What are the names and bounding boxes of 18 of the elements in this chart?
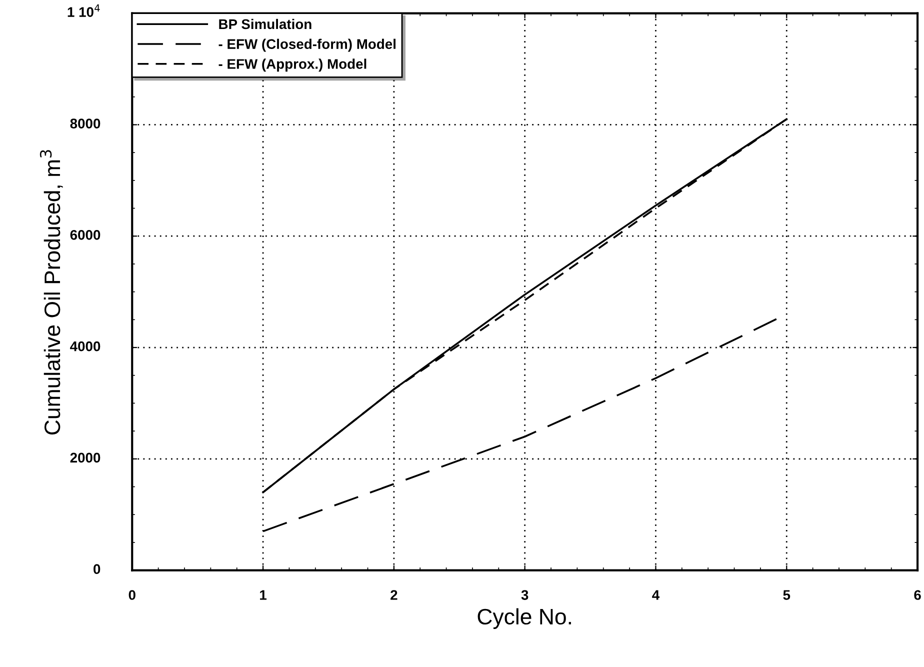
y-tick-label: 1 10$^{4}$ xyxy=(68,4,100,17)
y-tick-label: 6000 xyxy=(70,230,100,240)
legend-label: - EFW (Approx.) Model xyxy=(218,58,366,72)
x-tick-label: 0 xyxy=(128,590,136,600)
y-tick-label: 4000 xyxy=(70,341,100,352)
x-tick-label: 1 xyxy=(260,590,267,600)
x-tick-label: 2 xyxy=(390,590,398,600)
x-tick-label: 5 xyxy=(783,590,790,600)
legend-label: BP Simulation xyxy=(219,18,312,30)
y-axis-title: Cumulative Oil Produced, m$^{3}$ xyxy=(40,150,63,434)
y-tick-label: 2000 xyxy=(70,452,100,463)
legend-label: - EFW (Closed-form) Model xyxy=(218,38,396,52)
x-tick-label: 3 xyxy=(521,590,528,600)
y-tick-label: 8000 xyxy=(70,118,100,128)
x-tick-label: 4 xyxy=(652,590,660,600)
x-tick-label: 6 xyxy=(914,590,921,600)
y-tick-label: 0 xyxy=(94,564,100,574)
x-axis-title: Cycle No. xyxy=(478,608,571,629)
